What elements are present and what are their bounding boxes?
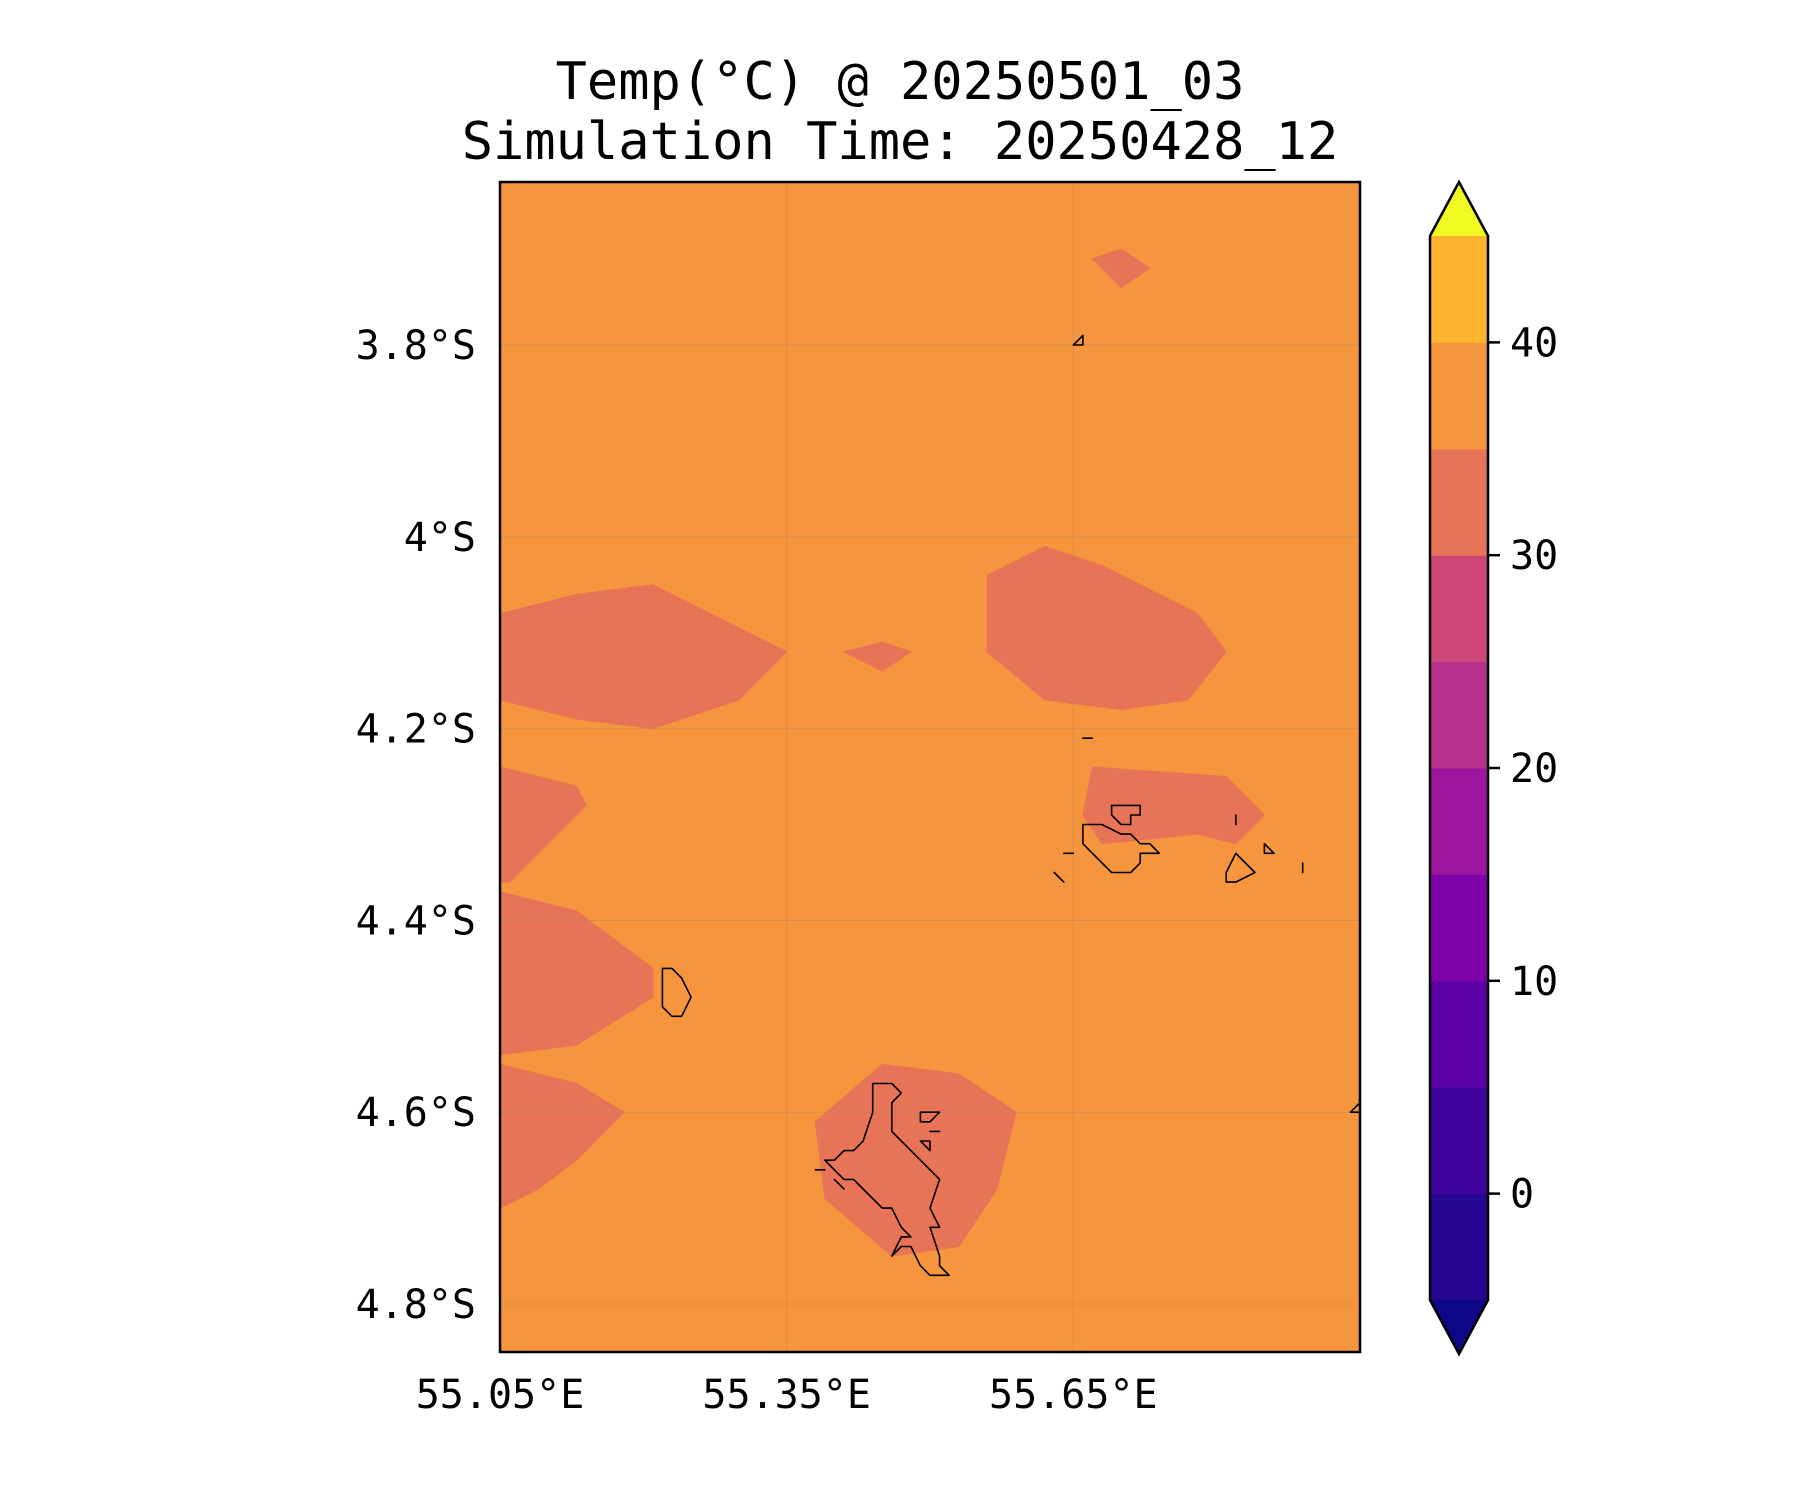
x-tick-label: 55.35°E	[702, 1372, 871, 1418]
x-tick-label: 55.65°E	[989, 1372, 1158, 1418]
plot-area	[498, 180, 1362, 1354]
colorbar-segment	[1430, 555, 1488, 663]
coastline	[833, 1178, 845, 1190]
coastline	[1082, 823, 1161, 874]
coastline	[1349, 1101, 1360, 1113]
coastline	[1110, 804, 1141, 826]
coastline	[824, 1082, 950, 1277]
contour-region	[500, 766, 587, 883]
coastlines	[661, 334, 1360, 1277]
coastline	[661, 967, 692, 1018]
x-axis-ticks: 55.05°E 55.35°E 55.65°E	[416, 1372, 1158, 1418]
contour-region	[814, 1063, 1017, 1257]
colorbar-extend-max	[1430, 182, 1488, 236]
y-tick-label: 4.8°S	[356, 1282, 476, 1328]
colorbar-segment	[1430, 236, 1488, 343]
coastline	[1225, 852, 1256, 883]
colorbar: 0 10 20 30 40	[1428, 179, 1558, 1357]
colorbar-segment	[1430, 1087, 1488, 1195]
y-axis-ticks: 3.8°S 4°S 4.2°S 4.4°S 4.6°S 4.8°S	[356, 323, 476, 1328]
x-tick-label: 55.05°E	[416, 1372, 585, 1418]
colorbar-tick-label: 10	[1510, 959, 1558, 1005]
coastline	[1263, 842, 1275, 855]
contour-region	[842, 641, 913, 672]
colorbar-tick-label: 30	[1510, 533, 1558, 579]
colorbar-segment	[1430, 661, 1488, 769]
map-subtitle: Simulation Time: 20250428_12	[461, 112, 1339, 172]
contour-region	[500, 584, 788, 730]
colorbar-tick-label: 40	[1510, 320, 1558, 366]
coastline	[1053, 871, 1065, 883]
colorbar-segment	[1430, 342, 1488, 450]
colorbar-segment	[1430, 768, 1488, 875]
coastline	[919, 1111, 941, 1123]
colorbar-segment	[1430, 980, 1488, 1088]
colorbar-tick-label: 0	[1510, 1172, 1534, 1218]
coastline	[1072, 334, 1084, 346]
colorbar-outline	[1428, 179, 1490, 1357]
y-tick-label: 3.8°S	[356, 323, 476, 369]
contour-region	[1091, 248, 1151, 289]
y-tick-label: 4.4°S	[356, 898, 476, 944]
colorbar-segment	[1430, 448, 1488, 556]
y-tick-label: 4.6°S	[356, 1090, 476, 1136]
colorbar-segment	[1430, 874, 1488, 982]
colorbar-tick-label: 20	[1510, 746, 1558, 792]
plot-frame	[498, 180, 1362, 1354]
map-title: Temp(°C) @ 20250501_03	[555, 52, 1245, 112]
contour-region	[986, 545, 1227, 711]
colorbar-segment	[1430, 1193, 1488, 1301]
colorbar-extend-min	[1430, 1300, 1488, 1354]
contour-regions	[500, 248, 1266, 1257]
coastline	[919, 1140, 931, 1152]
contour-region	[500, 1063, 626, 1209]
contour-region	[500, 891, 654, 1056]
y-tick-label: 4°S	[404, 515, 476, 561]
y-tick-label: 4.2°S	[356, 707, 476, 753]
